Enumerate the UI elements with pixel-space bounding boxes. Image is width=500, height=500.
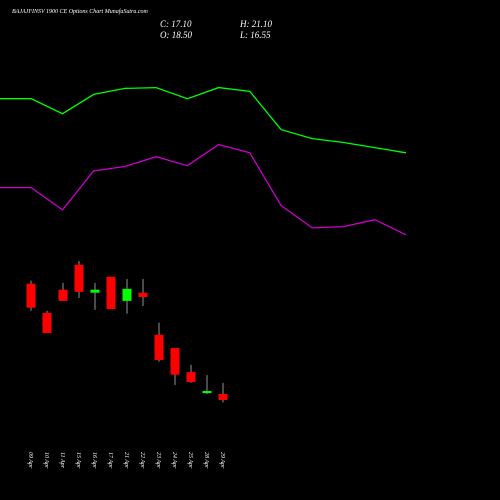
candle-body <box>42 312 52 334</box>
candle-body <box>186 372 196 382</box>
candle-body <box>58 289 68 301</box>
high-text: H: 21.10 <box>239 19 272 29</box>
x-tick-label: 23 Apr <box>155 452 161 469</box>
candle-body <box>138 292 148 297</box>
candle-body <box>106 276 116 310</box>
x-tick-label: 25 Apr <box>187 452 193 469</box>
indicator-line <box>0 143 407 236</box>
candle-body <box>170 348 180 375</box>
x-tick-label: 10 Apr <box>43 452 49 469</box>
candle-body <box>26 283 36 308</box>
candle-body <box>154 334 164 361</box>
x-tick-label: 16 Apr <box>91 452 97 469</box>
candle-body <box>74 264 84 292</box>
low-text: L: 16.55 <box>239 30 271 40</box>
x-tick-label: 11 Apr <box>59 452 65 469</box>
candle-body <box>122 288 132 301</box>
close-text: C: 17.10 <box>160 19 192 29</box>
x-tick-label: 21 Apr <box>123 452 129 469</box>
indicator-line <box>0 86 407 154</box>
x-tick-label: 24 Apr <box>171 452 178 469</box>
candle-body <box>202 390 212 394</box>
x-tick-label: 28 Apr <box>203 452 209 469</box>
x-tick-label: 09 Apr <box>27 452 33 469</box>
open-text: O: 18.50 <box>160 30 192 40</box>
x-tick-label: 29 Apr <box>219 452 225 469</box>
x-tick-label: 22 Apr <box>139 452 145 469</box>
x-tick-label: 15 Apr <box>75 452 81 469</box>
chart-title: BAJAJFINSV 1900 CE Options Chart MunafaS… <box>12 8 149 15</box>
candle-body <box>218 393 228 400</box>
candle-body <box>90 289 100 293</box>
x-tick-label: 17 Apr <box>107 452 113 469</box>
